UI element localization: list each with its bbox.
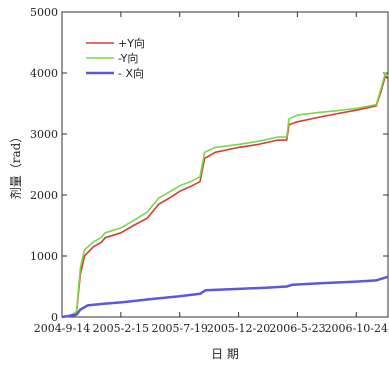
y-tick-label: 3000 (30, 128, 58, 141)
y-axis-ticks: 0 1000 2000 3000 4000 5000 (30, 6, 388, 324)
x-tick-label: 2004-9-14 (34, 322, 90, 335)
x-tick-label: 2006-5-23 (269, 322, 325, 335)
y-tick-label: 5000 (30, 6, 58, 19)
x-axis-ticks: 2004-9-14 2005-2-15 2005-7-192005-12-20200… (34, 12, 388, 335)
plot-area (61, 11, 389, 318)
y-tick-label: 0 (51, 311, 58, 324)
y-tick-label: 1000 (30, 250, 58, 263)
series-line-1 (61, 75, 389, 318)
x-axis-label: 日 期 (211, 347, 239, 361)
series-layer (61, 72, 389, 319)
x-tick-label: 2005-7-19 (151, 322, 207, 335)
x-tick-label: 2006-10-24 (325, 322, 388, 335)
series-line-3 (61, 275, 389, 319)
x-tick-label: 2005-2-15 (93, 322, 149, 335)
y-tick-label: 2000 (30, 189, 58, 202)
legend: +Y向-Y向- X向 (86, 36, 145, 80)
x-tick-label: 2005-12-20 (207, 322, 270, 335)
legend-label: - X向 (118, 66, 144, 80)
legend-label: -Y向 (118, 51, 138, 65)
legend-label: +Y向 (118, 36, 145, 50)
plot-frame (61, 11, 389, 318)
series-line-2 (61, 72, 389, 318)
y-axis-label: 剂量（rad） (8, 131, 23, 200)
y-tick-label: 4000 (30, 67, 58, 80)
